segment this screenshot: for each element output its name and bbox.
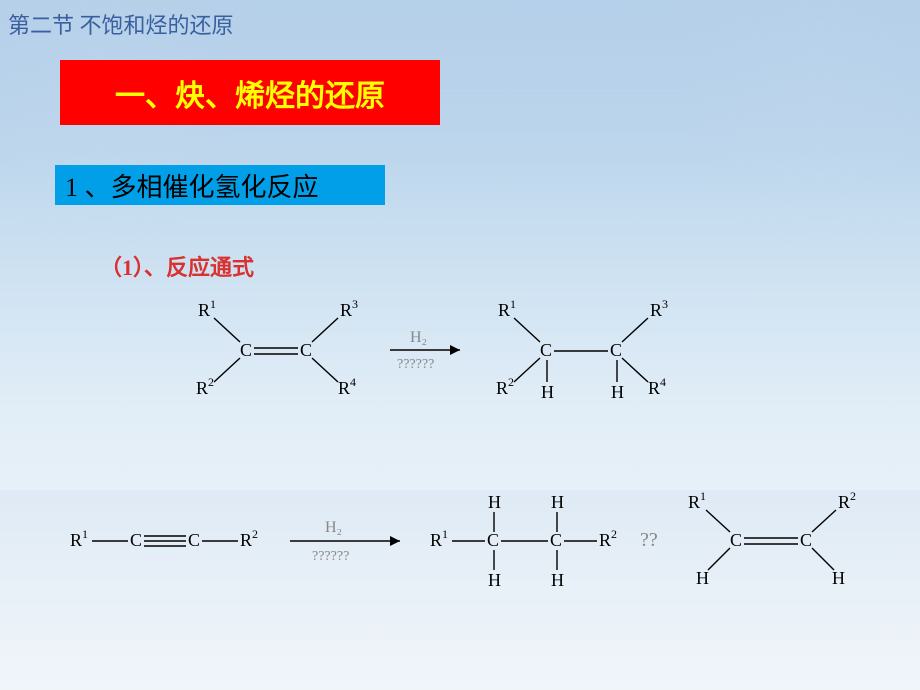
arrow-label-catalyst: ?????? [397, 357, 434, 372]
svg-text:C: C [540, 340, 552, 360]
svg-text:R: R [648, 378, 660, 398]
svg-text:C: C [300, 340, 312, 360]
svg-text:H: H [551, 570, 564, 590]
svg-text:2: 2 [850, 489, 856, 503]
svg-text:2: 2 [208, 375, 214, 389]
reaction1-reactant: C C R1 R2 R3 R4 [196, 297, 358, 398]
svg-text:H₂: H₂ [325, 519, 342, 536]
middle-question-marks: ?? [640, 529, 658, 551]
svg-text:R: R [340, 300, 352, 320]
arrow-label-h2: H₂ [410, 329, 427, 346]
svg-text:R: R [650, 300, 662, 320]
svg-text:C: C [188, 530, 200, 550]
svg-text:1: 1 [700, 489, 706, 503]
svg-text:R: R [498, 300, 510, 320]
reaction2-arrow: H₂ ?????? [290, 519, 400, 564]
svg-text:3: 3 [662, 297, 668, 311]
svg-text:1: 1 [510, 297, 516, 311]
svg-text:H: H [541, 382, 554, 402]
svg-text:R: R [688, 492, 700, 512]
svg-text:R: R [70, 530, 82, 550]
svg-text:H: H [488, 492, 501, 512]
svg-text:1: 1 [442, 527, 448, 541]
svg-text:H: H [832, 568, 845, 588]
svg-text:??????: ?????? [312, 549, 349, 564]
svg-text:C: C [487, 530, 499, 550]
diagram-area: C C R1 R2 R3 R4 H₂ ?????? C C R1 R2 H [0, 290, 920, 690]
svg-text:C: C [610, 340, 622, 360]
blue-banner: 1 、多相催化氢化反应 [55, 165, 385, 205]
svg-text:C: C [240, 340, 252, 360]
svg-text:H: H [611, 382, 624, 402]
reaction2-product-a: R1 C C R2 H H H H [430, 492, 617, 590]
svg-text:C: C [550, 530, 562, 550]
svg-text:2: 2 [252, 527, 258, 541]
svg-text:2: 2 [611, 527, 617, 541]
svg-text:R: R [198, 300, 210, 320]
sub-label: （1）、反应通式 [100, 250, 254, 282]
svg-text:C: C [800, 530, 812, 550]
red-banner: 一、炔、烯烃的还原 [60, 60, 440, 125]
svg-text:R: R [430, 530, 442, 550]
svg-text:H: H [488, 570, 501, 590]
svg-text:R: R [838, 492, 850, 512]
svg-text:4: 4 [350, 375, 356, 389]
svg-text:1: 1 [82, 527, 88, 541]
svg-text:C: C [730, 530, 742, 550]
svg-text:R: R [496, 378, 508, 398]
reaction1-product: C C R1 R2 H R3 R4 H [496, 297, 668, 402]
svg-text:4: 4 [660, 375, 666, 389]
svg-text:H: H [551, 492, 564, 512]
reaction2-reactant: R1 C C R2 [70, 527, 258, 550]
svg-text:R: R [196, 378, 208, 398]
reaction-diagrams: C C R1 R2 R3 R4 H₂ ?????? C C R1 R2 H [0, 290, 920, 690]
svg-text:2: 2 [508, 375, 514, 389]
svg-text:C: C [130, 530, 142, 550]
section-title: 第二节 不饱和烃的还原 [8, 8, 234, 40]
svg-text:R: R [599, 530, 611, 550]
svg-text:H: H [696, 568, 709, 588]
svg-text:R: R [338, 378, 350, 398]
reaction2-product-b: C C R1 H R2 H [688, 489, 856, 588]
svg-text:1: 1 [210, 297, 216, 311]
svg-text:3: 3 [352, 297, 358, 311]
svg-text:R: R [240, 530, 252, 550]
reaction1-arrow: H₂ ?????? [390, 329, 460, 372]
